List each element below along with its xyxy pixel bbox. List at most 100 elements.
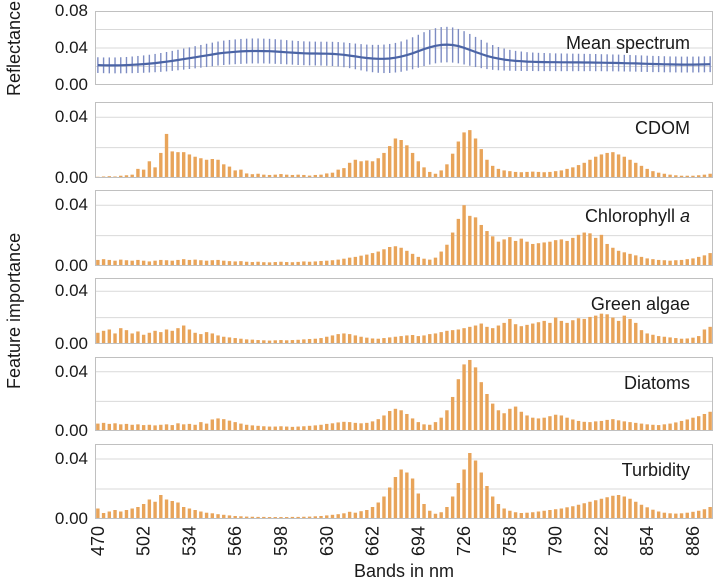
bar [428, 171, 432, 178]
bar [445, 164, 449, 178]
bar [668, 260, 672, 266]
bar [119, 424, 123, 431]
bar [296, 261, 300, 266]
bar [342, 333, 346, 344]
bar [101, 259, 106, 266]
bar [496, 325, 501, 344]
bar [107, 259, 112, 266]
bar [668, 174, 672, 178]
bar [656, 259, 661, 266]
panel-cdom [95, 102, 713, 178]
bar [622, 156, 627, 178]
bar [679, 338, 684, 344]
bar [651, 509, 655, 519]
bar [124, 510, 129, 519]
bar [296, 339, 300, 344]
panel-border [95, 102, 713, 178]
y-tick-label: 0.00 [54, 75, 88, 94]
bar [679, 175, 684, 178]
bar [439, 512, 443, 519]
bar [456, 483, 461, 519]
bar [433, 333, 438, 344]
bar [450, 330, 455, 344]
bar [502, 170, 506, 178]
bar [164, 424, 169, 431]
bar [176, 328, 180, 344]
bar [159, 495, 163, 519]
bar [679, 259, 684, 266]
bar [462, 132, 466, 178]
bar [284, 340, 289, 344]
bar [691, 511, 695, 519]
bar [342, 513, 346, 519]
bar [181, 152, 186, 178]
bar [336, 259, 340, 266]
bar [130, 333, 134, 344]
bar [634, 422, 638, 431]
bar [559, 239, 564, 266]
bar [605, 243, 609, 266]
bar [370, 161, 375, 178]
bar [313, 338, 318, 344]
panel-diatoms [95, 357, 713, 431]
bar [559, 415, 564, 431]
bar [204, 260, 209, 266]
bar [616, 250, 621, 266]
bar [370, 507, 375, 519]
bar [199, 260, 203, 266]
panel-turbidity [95, 444, 713, 519]
bar [382, 415, 386, 431]
bar [679, 420, 684, 431]
bar [176, 259, 180, 266]
bar [548, 510, 552, 519]
bar [302, 339, 306, 344]
bar [302, 516, 306, 519]
bar [605, 497, 609, 519]
bar [634, 255, 638, 266]
bar [170, 260, 174, 266]
bar [702, 174, 707, 178]
bar [136, 168, 140, 178]
bar [553, 240, 558, 266]
bar [548, 241, 552, 266]
bar [244, 516, 249, 519]
bar [628, 422, 632, 431]
bar [468, 215, 472, 266]
bar [113, 510, 117, 519]
bar [325, 260, 329, 266]
bar [113, 423, 117, 431]
bar [244, 173, 249, 178]
bar [496, 241, 501, 266]
bar [279, 174, 283, 178]
bar [147, 261, 152, 266]
bar [668, 423, 672, 431]
bar [565, 240, 569, 266]
bar [691, 175, 695, 178]
bar [479, 224, 483, 266]
bar [536, 243, 541, 266]
bar [611, 152, 615, 178]
bar [387, 411, 392, 431]
bar [176, 423, 180, 431]
bar [639, 165, 644, 178]
bar [130, 508, 134, 519]
x-tick-label: 726 [454, 526, 474, 556]
mean-line [97, 43, 711, 67]
bar [702, 255, 707, 266]
bar [319, 174, 323, 178]
bar [473, 460, 478, 519]
bar [536, 418, 541, 431]
y-tick-label: 0.00 [54, 421, 88, 440]
bar [244, 339, 249, 344]
bar [473, 367, 478, 431]
bar [485, 159, 489, 178]
bar [250, 425, 255, 431]
bar [187, 508, 192, 519]
bar [141, 169, 146, 178]
bar [181, 325, 186, 344]
bar [347, 334, 352, 344]
bar [262, 426, 266, 431]
bar [519, 411, 524, 431]
panel-border [95, 357, 713, 431]
